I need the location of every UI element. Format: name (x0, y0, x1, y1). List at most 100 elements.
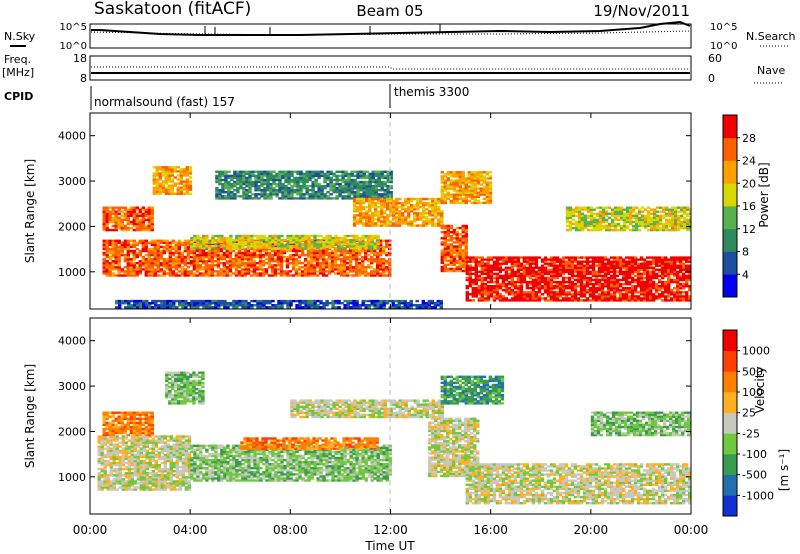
power-echo-cell (612, 260, 617, 263)
power-echo-cell (225, 260, 230, 263)
power-echo-cell (294, 274, 299, 277)
power-echo-cell (437, 224, 441, 227)
power-echo-cell (254, 195, 258, 198)
power-echo-cell (455, 231, 459, 234)
power-echo-cell (185, 188, 190, 191)
power-echo-cell (117, 262, 121, 265)
power-echo-cell (164, 178, 168, 181)
beam-label: Beam 05 (356, 2, 423, 20)
power-echo-cell (105, 251, 109, 255)
power-echo-cell (236, 187, 240, 190)
power-echo-cell (129, 210, 133, 213)
power-echo-cell (335, 182, 339, 186)
power-echo-cell (630, 289, 635, 292)
power-echo-cell (546, 264, 551, 267)
power-echo-cell (473, 175, 477, 178)
power-echo-cell (546, 295, 551, 298)
power-echo-cell (682, 258, 686, 261)
power-echo-cell (126, 216, 130, 220)
power-echo-cell (395, 210, 399, 213)
power-echo-cell (648, 297, 653, 300)
power-echo-cell (679, 282, 683, 286)
power-echo-cell (428, 220, 432, 223)
power-echo-cell (540, 268, 545, 271)
power-echo-cell (648, 293, 653, 296)
power-echo-cell (180, 241, 185, 244)
power-echo-cell (351, 255, 356, 259)
power-echo-cell (222, 272, 227, 275)
power-echo-cell (290, 187, 294, 190)
power-echo-cell (470, 191, 474, 194)
power-echo-cell (371, 172, 375, 176)
power-echo-cell (171, 239, 175, 242)
power-echo-cell (567, 280, 572, 284)
power-echo-cell (362, 182, 366, 186)
power-echo-cell (207, 258, 212, 261)
power-echo-cell (570, 280, 575, 284)
power-echo-cell (328, 236, 332, 240)
power-echo-cell (594, 280, 599, 284)
power-echo-cell (380, 224, 384, 227)
power-echo-cell (664, 280, 668, 284)
power-echo-cell (186, 266, 191, 269)
power-echo-cell (568, 206, 573, 209)
power-echo-cell (374, 197, 378, 201)
power-echo-cell (648, 291, 653, 294)
power-echo-cell (279, 249, 284, 253)
power-echo-cell (480, 297, 484, 300)
power-echo-cell (588, 291, 593, 294)
power-echo-cell (279, 253, 284, 257)
power-echo-cell (446, 179, 450, 182)
power-echo-cell (269, 172, 273, 176)
power-echo-cell (573, 268, 578, 271)
power-echo-cell (281, 197, 285, 200)
power-echo-cell (612, 280, 617, 284)
power-echo-cell (676, 287, 680, 290)
power-echo-cell (461, 199, 465, 203)
power-echo-cell (167, 178, 171, 181)
power-echo-cell (474, 256, 478, 259)
power-echo-cell (561, 297, 566, 300)
power-echo-cell (664, 256, 668, 259)
power-echo-cell (141, 220, 145, 224)
power-echo-cell (570, 282, 575, 286)
power-echo-cell (633, 258, 638, 261)
power-echo-cell (336, 249, 341, 253)
power-echo-cell (576, 291, 581, 294)
power-echo-cell (306, 266, 311, 269)
power-echo-cell (685, 274, 689, 278)
power-echo-cell (304, 236, 308, 240)
power-echo-cell (585, 268, 590, 271)
power-echo-cell (348, 253, 353, 257)
power-echo-cell (226, 240, 230, 244)
power-echo-cell (219, 262, 224, 265)
power-echo-cell (241, 238, 245, 242)
power-echo-cell (543, 276, 548, 280)
power-echo-cell (333, 266, 338, 269)
power-echo-cell (245, 184, 249, 188)
power-echo-cell (147, 228, 151, 232)
power-echo-cell (365, 199, 369, 203)
power-echo-cell (368, 191, 372, 194)
power-echo-cell (189, 239, 194, 242)
power-echo-cell (371, 176, 375, 180)
power-echo-cell (528, 295, 533, 298)
power-echo-cell (309, 253, 314, 257)
power-echo-cell (129, 274, 133, 277)
power-echo-cell (195, 253, 200, 257)
power-echo-cell (180, 270, 185, 273)
power-echo-cell (568, 220, 573, 224)
power-echo-cell (468, 293, 472, 296)
power-echo-cell (207, 249, 212, 253)
power-echo-cell (243, 272, 248, 275)
power-echo-cell (132, 266, 136, 269)
power-echo-cell (179, 182, 183, 185)
power-echo-cell (464, 228, 468, 232)
power-echo-cell (323, 193, 327, 196)
power-echo-cell (477, 293, 481, 296)
power-echo-cell (461, 255, 465, 258)
power-echo-cell (132, 218, 136, 222)
power-echo-cell (287, 187, 291, 190)
power-echo-cell (167, 172, 171, 175)
power-echo-cell (225, 253, 230, 257)
